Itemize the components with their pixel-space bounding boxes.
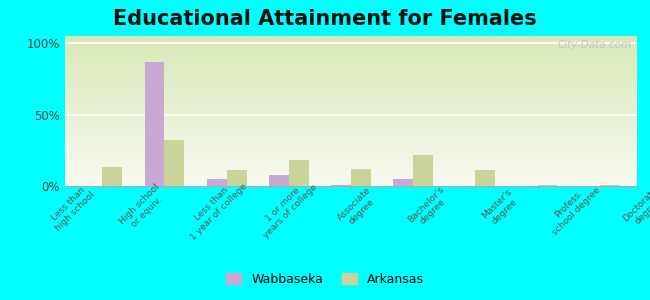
Bar bbox=[331, 184, 351, 186]
Legend: Wabbaseka, Arkansas: Wabbaseka, Arkansas bbox=[221, 268, 429, 291]
Bar bbox=[269, 175, 289, 186]
Text: Master's
degree: Master's degree bbox=[480, 188, 521, 228]
Bar bbox=[538, 184, 558, 186]
Bar bbox=[207, 179, 227, 186]
Text: 1 or more
years of college: 1 or more years of college bbox=[254, 176, 318, 240]
Bar bbox=[144, 62, 164, 186]
Text: Less than
high school: Less than high school bbox=[47, 183, 97, 233]
Bar bbox=[600, 184, 619, 186]
Bar bbox=[393, 179, 413, 186]
Text: Educational Attainment for Females: Educational Attainment for Females bbox=[113, 9, 537, 29]
Bar bbox=[475, 170, 495, 186]
Bar bbox=[102, 167, 122, 186]
Text: High school
or equiv.: High school or equiv. bbox=[118, 182, 169, 233]
Bar bbox=[164, 140, 185, 186]
Bar bbox=[289, 160, 309, 186]
Bar bbox=[227, 170, 246, 186]
Text: City-Data.com: City-Data.com bbox=[557, 40, 631, 50]
Text: Bachelor's
degree: Bachelor's degree bbox=[406, 184, 453, 231]
Bar bbox=[351, 169, 371, 186]
Text: Associate
degree: Associate degree bbox=[335, 186, 380, 230]
Text: Doctorate
degree: Doctorate degree bbox=[621, 185, 650, 231]
Text: Less than
1 year of college: Less than 1 year of college bbox=[181, 174, 249, 242]
Bar bbox=[413, 154, 433, 186]
Text: Profess.
school degree: Profess. school degree bbox=[543, 178, 602, 237]
